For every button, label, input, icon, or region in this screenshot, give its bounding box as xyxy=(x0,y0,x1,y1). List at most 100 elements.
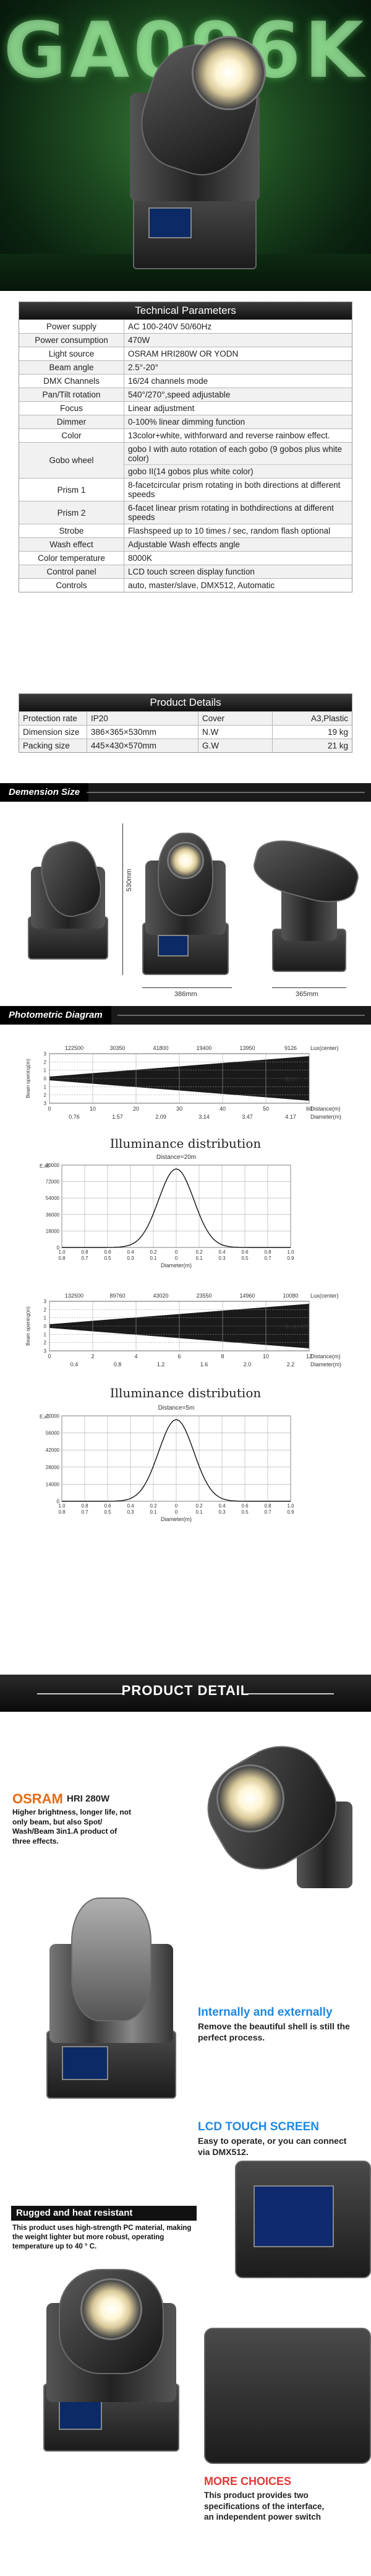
tech-row-value: 8-facetcircular prism rotating in both d… xyxy=(128,480,341,499)
technical-parameters-table: Technical Parameters Power supply AC 100-… xyxy=(19,301,352,592)
distribution-y-tick: 56000 xyxy=(46,1431,60,1436)
distribution-x-tick-secondary: 0.5 xyxy=(104,1255,111,1261)
tech-row-key: Wash effect xyxy=(19,538,124,551)
height-dimension-line xyxy=(122,823,123,975)
tech-row-value: 470W xyxy=(128,336,150,345)
distribution-x-tick-secondary: 0.1 xyxy=(195,1509,203,1515)
tech-row-value-cell: Linear adjustment xyxy=(124,402,352,415)
more-choices-title: MORE CHOICES xyxy=(204,2475,292,2487)
beam-lux-label: Lux(center) xyxy=(310,1045,339,1051)
depth-dimension-line xyxy=(272,987,346,988)
beam-y-tick: 1 xyxy=(44,1084,47,1090)
product-details-row: Packing size 445×430×570mm G.W 21 kg xyxy=(19,739,352,752)
distribution-x-tick: 0.8 xyxy=(264,1503,271,1509)
hero-banner: GA096K xyxy=(0,0,371,291)
beam-y-tick: 1 xyxy=(44,1068,47,1073)
tech-row-value: gobo I with auto rotation of each gobo (… xyxy=(128,445,342,463)
product-details-cell: 386×365×530mm xyxy=(87,726,198,739)
tech-row-value-cell: 2.5°-20° xyxy=(124,361,352,374)
internal-feature-text: Remove the beautiful shell is still the … xyxy=(198,2021,350,2042)
dimension-banner: Demension Size xyxy=(0,783,371,802)
distribution-x-tick: 0.4 xyxy=(127,1249,134,1255)
distribution-x-tick: 0.4 xyxy=(218,1249,226,1255)
photometric-banner: Photometric Diagram xyxy=(0,1006,371,1025)
beam-lux-value: 23550 xyxy=(196,1293,211,1299)
tech-row-key: Color temperature xyxy=(19,552,124,565)
beam-diameter-value: 2.2 xyxy=(287,1361,295,1368)
tech-row: Strobe Flashspeed up to 10 times / sec, r… xyxy=(19,524,352,537)
tech-row-value-cell: Adjustable Wash effects angle xyxy=(124,538,352,551)
tech-row-key: DMX Channels xyxy=(19,375,124,388)
beam-diameter-value: 1.2 xyxy=(157,1361,165,1368)
fixture-lcd-screen xyxy=(62,2046,108,2080)
height-dimension-label: 530mm xyxy=(126,869,133,891)
tech-row: DMX Channels 16/24 channels mode xyxy=(19,374,352,388)
beam-distance-label: Distance(m) xyxy=(310,1353,341,1360)
dimension-view-side xyxy=(247,832,364,975)
product-details-cell: 445×430×570mm xyxy=(87,739,198,752)
beam-y-tick: 3 xyxy=(44,1051,47,1057)
beam-y-tick: 3 xyxy=(44,1299,47,1304)
tech-row: Control panel LCD touch screen display fu… xyxy=(19,565,352,578)
tech-row-value-cell: 540°/270°,speed adjustable xyxy=(124,388,352,401)
distribution-subtitle: Distance=5m xyxy=(158,1405,195,1412)
beam-lux-value: 19400 xyxy=(196,1045,211,1051)
tech-row-value-cell: 6-facet linear prism rotating in bothdir… xyxy=(124,501,352,524)
tech-row-value-cell: 8-facetcircular prism rotating in both d… xyxy=(124,479,352,501)
beam-lux-value: 89760 xyxy=(109,1293,125,1299)
technical-parameters-heading: Technical Parameters xyxy=(19,302,352,319)
distribution-x-tick-secondary: 0.7 xyxy=(264,1509,271,1515)
osram-logo: OSRAM xyxy=(12,1791,63,1806)
beam-diameter-label: Diameter(m) xyxy=(310,1361,341,1368)
dimension-banner-label: Demension Size xyxy=(0,783,89,802)
distribution-x-tick: 1.0 xyxy=(58,1249,66,1255)
beam-lux-value: 14960 xyxy=(239,1293,255,1299)
tech-row-key: Prism 1 xyxy=(19,479,124,501)
product-detail-banner-text: PRODUCT DETAIL xyxy=(121,1683,250,1698)
tech-row-value: AC 100-240V 50/60Hz xyxy=(128,322,212,331)
rear-panel-closeup xyxy=(204,2328,371,2464)
distribution-x-tick-secondary: 0.5 xyxy=(104,1509,111,1515)
tech-row-key: Dimmer xyxy=(19,415,124,428)
tech-row: Prism 1 8-facetcircular prism rotating in… xyxy=(19,478,352,501)
distribution-y-tick: 36000 xyxy=(46,1212,60,1218)
beam-lux-value: 13950 xyxy=(239,1045,255,1051)
distribution-x-tick-secondary: 0.9 xyxy=(287,1255,294,1261)
distribution-x-tick-secondary: 0.1 xyxy=(195,1255,203,1261)
beam-lux-value: 122500 xyxy=(65,1045,83,1051)
distribution-x-tick-secondary: 0.7 xyxy=(81,1509,88,1515)
product-details-row: Dimension size 386×365×530mm N.W 19 kg xyxy=(19,725,352,739)
tech-row-value-cell: 470W xyxy=(124,334,352,347)
distribution-x-tick: 1.0 xyxy=(287,1503,294,1509)
beam-distance-tick: 30 xyxy=(176,1106,182,1112)
distribution-x-tick: 0 xyxy=(175,1503,178,1509)
photometric-banner-line xyxy=(117,1015,365,1016)
distribution-x-tick-secondary: 0 xyxy=(175,1509,178,1515)
product-details-cell: IP20 xyxy=(87,712,198,725)
tech-row: Color 13color+white, withforward and reve… xyxy=(19,428,352,442)
distribution-x-tick: 0.2 xyxy=(150,1503,157,1509)
distribution-x-tick-secondary: 0.9 xyxy=(287,1509,294,1515)
beam-y-tick: 0 xyxy=(44,1324,47,1329)
distribution-x-tick: 0.6 xyxy=(104,1249,111,1255)
beam-y-label: Beam opening(m) xyxy=(25,1059,31,1098)
distribution-x-tick: 0.6 xyxy=(104,1503,111,1509)
beam-distance-tick: 40 xyxy=(220,1106,226,1112)
tech-row: Focus Linear adjustment xyxy=(19,401,352,415)
distribution-curve xyxy=(62,1419,291,1502)
distribution-x-tick-secondary: 0.3 xyxy=(218,1509,226,1515)
beam-y-tick: 2 xyxy=(44,1340,47,1346)
beam-distance-tick: 8 xyxy=(221,1353,224,1360)
rugged-feature-title: Rugged and heat resistant xyxy=(11,2206,197,2221)
distribution-x-tick-secondary: 0.1 xyxy=(150,1255,157,1261)
fixture-lcd-screen xyxy=(59,2399,102,2430)
photometric-banner-label: Photometric Diagram xyxy=(0,1006,111,1025)
tech-row-value-cell: 0-100% linear dimming function xyxy=(124,415,352,428)
beam-diameter-value: 4.17 xyxy=(285,1114,296,1120)
beam-distance-tick: 6 xyxy=(177,1353,181,1360)
fixture-head xyxy=(71,1897,151,2021)
beam-distance-tick: 0 xyxy=(48,1106,51,1112)
fixture-lens xyxy=(80,2278,142,2340)
illuminance-distribution-title-2: Illuminance distribution xyxy=(109,1386,262,1400)
